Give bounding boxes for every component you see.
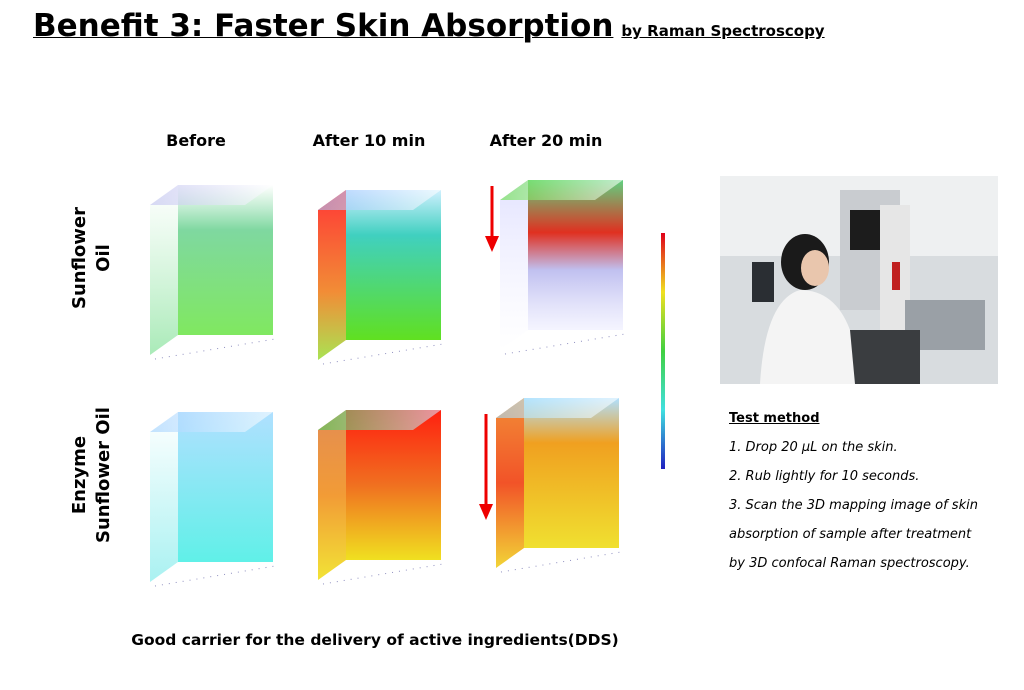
cube-face bbox=[346, 190, 441, 340]
cube-face bbox=[150, 185, 273, 205]
cube-face bbox=[500, 180, 623, 200]
cube-face bbox=[178, 185, 273, 335]
mapping-images bbox=[150, 180, 626, 587]
cube-face bbox=[500, 180, 528, 350]
step: 3. Scan the 3D mapping image of skin abs… bbox=[729, 498, 978, 571]
test-method: Test method 1. Drop 20 μL on the skin. 2… bbox=[729, 404, 991, 578]
mapping-cube bbox=[500, 180, 626, 355]
cube-face bbox=[318, 410, 441, 430]
cube-face bbox=[150, 412, 273, 432]
row-label-line: Sunflower Oil bbox=[93, 407, 114, 543]
cube-face bbox=[150, 185, 178, 355]
row-label-line: Oil bbox=[93, 244, 114, 272]
column-label: After 20 min bbox=[490, 131, 603, 150]
photo bbox=[720, 176, 998, 384]
arrow bbox=[485, 186, 499, 252]
caption: Good carrier for the delivery of active … bbox=[131, 631, 619, 649]
cube-face bbox=[150, 412, 178, 582]
axis-ticks bbox=[154, 565, 276, 587]
row-label-line: Sunflower bbox=[69, 207, 90, 309]
axis-ticks bbox=[322, 343, 444, 365]
row-label: Enzyme Sunflower Oil bbox=[69, 407, 114, 543]
title: Benefit 3: Faster Skin Absorption bbox=[33, 8, 614, 44]
cube-face bbox=[318, 190, 346, 360]
cube-face bbox=[528, 180, 623, 330]
column-label: Before bbox=[166, 131, 226, 150]
cube-face bbox=[318, 190, 441, 210]
test-method-title: Test method bbox=[729, 411, 820, 426]
axis-ticks bbox=[500, 551, 622, 573]
cube-face bbox=[178, 412, 273, 562]
step: 1. Drop 20 μL on the skin. bbox=[729, 440, 898, 455]
arrow bbox=[479, 414, 493, 520]
mapping-cube bbox=[150, 412, 276, 587]
step: 2. Rub lightly for 10 seconds. bbox=[729, 469, 920, 484]
cube-face bbox=[524, 398, 619, 548]
header: Benefit 3: Faster Skin Absorption by Rama… bbox=[33, 8, 825, 44]
axis-ticks bbox=[322, 563, 444, 585]
mapping-cube bbox=[496, 398, 622, 573]
cube-face bbox=[496, 398, 619, 418]
cube-face bbox=[346, 410, 441, 560]
subtitle: by Raman Spectroscopy bbox=[621, 22, 825, 40]
color-scale bbox=[661, 233, 665, 469]
axis-ticks bbox=[504, 333, 626, 355]
row-label: Sunflower Oil bbox=[69, 207, 114, 309]
mapping-cube bbox=[318, 410, 444, 585]
mapping-cube bbox=[318, 190, 444, 365]
cube-face bbox=[496, 398, 524, 568]
cube-face bbox=[318, 410, 346, 580]
mapping-cube bbox=[150, 185, 276, 360]
row-label-line: Enzyme bbox=[69, 436, 90, 514]
axis-ticks bbox=[154, 338, 276, 360]
column-label: After 10 min bbox=[313, 131, 426, 150]
